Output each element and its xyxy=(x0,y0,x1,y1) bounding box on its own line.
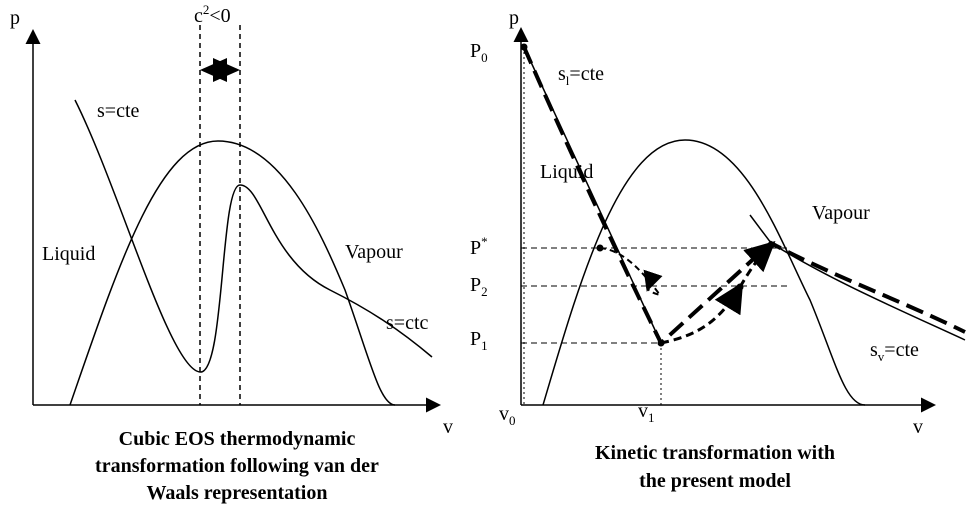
caption: the present model xyxy=(639,470,791,492)
annotation: c2<0 xyxy=(194,2,231,27)
label: Vapour xyxy=(345,241,403,263)
tick-label: v0 xyxy=(499,403,516,428)
label: sv=cte xyxy=(870,339,919,364)
point xyxy=(657,339,665,347)
points xyxy=(520,43,775,347)
point xyxy=(736,283,744,291)
caption: Kinetic transformation with xyxy=(595,442,835,464)
tick-label: P2 xyxy=(470,274,488,299)
isentrope xyxy=(74,99,433,373)
saturation-dome xyxy=(69,140,396,406)
caption: Cubic EOS thermodynamic xyxy=(119,428,356,450)
label: Liquid xyxy=(42,243,95,265)
tick-label: P1 xyxy=(470,328,488,353)
dashed-arrow xyxy=(599,247,663,297)
right-panel xyxy=(513,27,966,413)
tick-label: v1 xyxy=(638,400,655,425)
vapour-isentrope xyxy=(749,214,966,341)
point xyxy=(596,244,604,252)
tick-label: P* xyxy=(470,234,488,259)
label: s=cte xyxy=(97,100,139,122)
point xyxy=(520,43,528,51)
axis-label: p xyxy=(509,7,519,29)
left-panel xyxy=(25,25,441,413)
saturation-dome xyxy=(542,139,866,406)
tick-label: P0 xyxy=(470,40,488,65)
label: s=ctc xyxy=(386,312,428,334)
axis-label: p xyxy=(10,7,20,29)
label: Liquid xyxy=(540,161,593,183)
kinetic-path xyxy=(522,46,966,347)
axis-label: v xyxy=(443,416,453,438)
caption: transformation following van der xyxy=(95,455,379,477)
label: Vapour xyxy=(812,202,870,224)
point xyxy=(767,241,775,249)
dashed-arrow xyxy=(738,240,776,288)
axis-label: v xyxy=(913,416,923,438)
label: sl=cte xyxy=(558,63,604,88)
caption: Waals representation xyxy=(147,482,328,504)
